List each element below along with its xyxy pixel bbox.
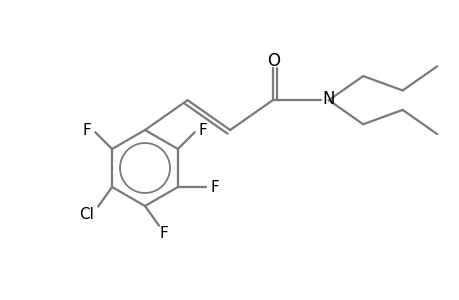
Text: N: N: [322, 90, 335, 108]
Text: Cl: Cl: [78, 207, 93, 222]
Text: O: O: [267, 52, 280, 70]
Text: F: F: [159, 226, 168, 241]
Text: F: F: [198, 123, 207, 138]
Text: F: F: [83, 123, 91, 138]
Text: F: F: [210, 179, 219, 194]
